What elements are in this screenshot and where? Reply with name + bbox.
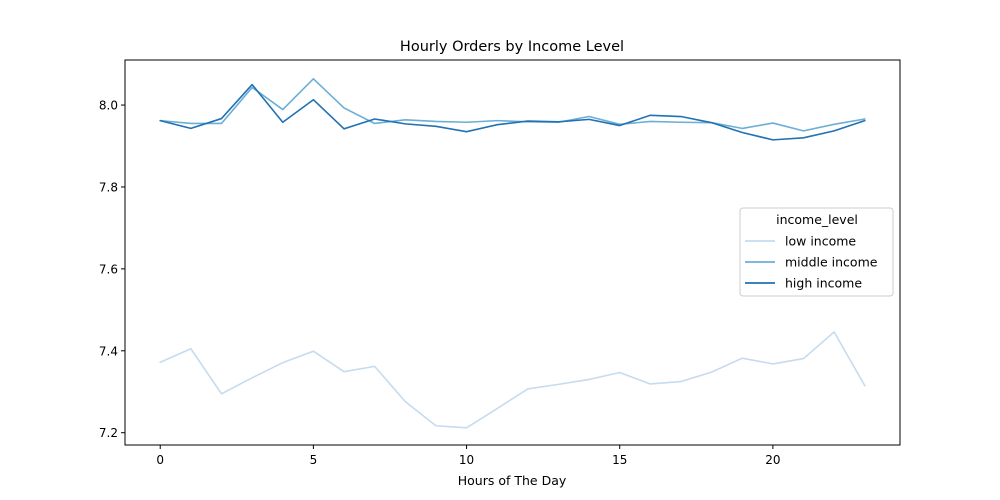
x-tick-label: 20 bbox=[765, 453, 780, 467]
x-tick-label: 10 bbox=[459, 453, 474, 467]
plot-area bbox=[159, 78, 866, 429]
y-tick-label: 7.8 bbox=[99, 180, 118, 194]
x-tick-label: 15 bbox=[612, 453, 627, 467]
y-tick-label: 8.0 bbox=[99, 99, 118, 113]
x-axis: 0 5 10 15 20 bbox=[156, 445, 781, 467]
legend-label-1: middle income bbox=[785, 255, 878, 270]
chart-title: Hourly Orders by Income Level bbox=[400, 39, 624, 55]
legend-label-2: high income bbox=[785, 276, 862, 291]
x-tick-label: 5 bbox=[310, 453, 318, 467]
y-tick-label: 7.4 bbox=[99, 344, 118, 358]
legend-label-0: low income bbox=[785, 234, 856, 249]
legend-box bbox=[739, 207, 894, 297]
legend-title: income_level bbox=[776, 212, 858, 227]
y-axis: 7.2 7.4 7.6 7.8 8.0 bbox=[99, 99, 125, 440]
x-tick-label: 0 bbox=[156, 453, 164, 467]
series-line-2 bbox=[159, 83, 866, 141]
y-tick-label: 7.6 bbox=[99, 262, 118, 276]
series-line-1 bbox=[159, 78, 866, 132]
plot-frame bbox=[124, 59, 901, 446]
series-line-0 bbox=[159, 331, 866, 429]
x-axis-label: Hours of The Day bbox=[458, 473, 567, 488]
y-tick-label: 7.2 bbox=[99, 426, 118, 440]
